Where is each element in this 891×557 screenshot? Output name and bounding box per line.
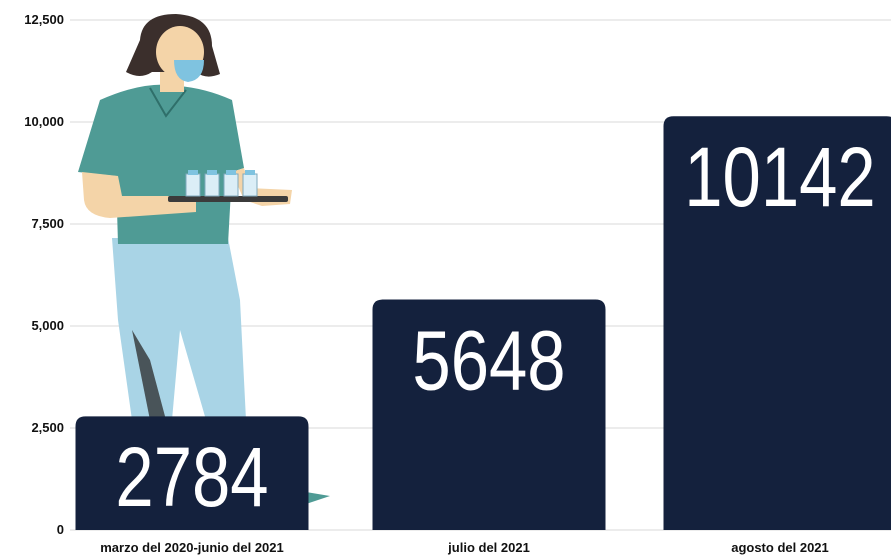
category-label-0: marzo del 2020-junio del 2021: [100, 540, 284, 555]
vaccine-vials: [185, 170, 258, 197]
bar-2: [663, 116, 891, 530]
nurse-mask: [174, 60, 204, 82]
y-tick-label-4: 10,000: [24, 114, 64, 129]
nurse-leg-shadow: [132, 330, 166, 420]
vaccine-tray: [168, 196, 288, 202]
bar-1: [372, 299, 606, 530]
value-label-1: 5648: [412, 314, 565, 408]
y-tick-label-5: 12,500: [24, 12, 64, 27]
y-tick-label-2: 5,000: [31, 318, 64, 333]
y-tick-label-0: 0: [57, 522, 64, 537]
x-axis: marzo del 2020-junio del 2021 julio del 2…: [100, 540, 829, 555]
y-axis: 0 2,500 5,000 7,500 10,000 12,500: [24, 12, 64, 537]
nurse-shoe: [306, 492, 330, 504]
y-tick-label-1: 2,500: [31, 420, 64, 435]
nurse-pants: [112, 238, 246, 420]
category-label-1: julio del 2021: [447, 540, 530, 555]
nurse-with-vaccine-tray-icon: [78, 14, 330, 504]
nurse-scrubs-collar: [149, 87, 187, 118]
y-tick-label-3: 7,500: [31, 216, 64, 231]
value-label-0: 2784: [115, 431, 268, 525]
bars: 2784 5648 10142: [75, 116, 891, 530]
nurse-arm-left: [82, 172, 196, 218]
bar-0: [75, 416, 309, 530]
value-label-2: 10142: [684, 131, 876, 225]
category-label-2: agosto del 2021: [731, 540, 829, 555]
